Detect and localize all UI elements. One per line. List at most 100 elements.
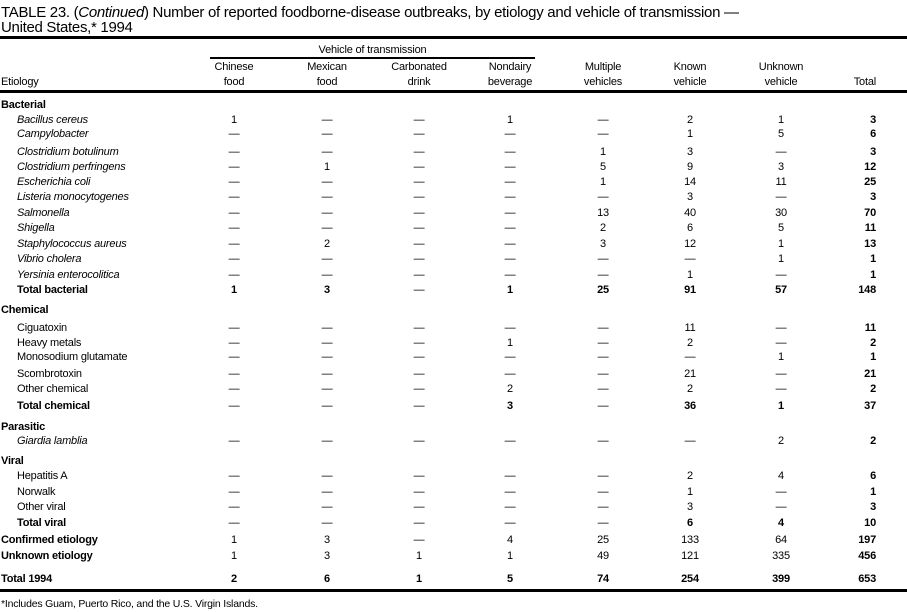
table-row: Staphylococcus aureus — 2 — — 3 12 1 13: [0, 238, 907, 252]
cell-value: 21: [864, 368, 876, 380]
cell-value: 3: [507, 400, 513, 412]
cell-value: —: [597, 191, 609, 203]
cell-value: —: [228, 269, 240, 281]
section-header-row: Chemical: [0, 304, 907, 318]
cell-value: —: [413, 486, 425, 498]
row-label: Staphylococcus aureus: [17, 238, 127, 250]
table-row: Yersinia enterocolitica — — — — — 1 — 1: [0, 269, 907, 283]
cell-value: —: [228, 383, 240, 395]
cell-value: 1: [507, 550, 513, 562]
table-row: Heavy metals — — — 1 — 2 — 2: [0, 337, 907, 351]
column-header-line: food: [223, 76, 245, 88]
vehicle-group-label: Vehicle of transmission: [318, 44, 427, 56]
cell-value: 57: [775, 284, 787, 296]
cell-value: 6: [870, 470, 876, 482]
row-label: Yersinia enterocolitica: [17, 269, 120, 281]
cell-value: —: [228, 400, 240, 412]
section-header-row: Parasitic: [0, 421, 907, 435]
cell-value: —: [228, 222, 240, 234]
cell-value: —: [597, 322, 609, 334]
row-label: Vibrio cholera: [17, 253, 82, 265]
section-header-row: Bacterial: [0, 99, 907, 113]
cell-value: —: [504, 191, 516, 203]
cell-value: 2: [870, 435, 876, 447]
cell-value: —: [775, 501, 787, 513]
cell-value: 64: [775, 534, 787, 546]
cell-value: 2: [324, 238, 330, 250]
cell-value: 1: [687, 486, 693, 498]
cell-value: 1: [778, 114, 784, 126]
cell-value: 3: [870, 146, 876, 158]
cell-value: —: [228, 501, 240, 513]
cell-value: 1: [507, 114, 513, 126]
cell-value: —: [413, 191, 425, 203]
cell-value: 5: [507, 573, 513, 585]
cell-value: —: [504, 470, 516, 482]
cell-value: 12: [684, 238, 696, 250]
cell-value: —: [228, 435, 240, 447]
table-row: Total chemical — — — 3 — 36 1 37: [0, 400, 907, 414]
cell-value: —: [504, 322, 516, 334]
cell-value: —: [228, 128, 240, 140]
cell-value: —: [413, 337, 425, 349]
cell-value: —: [413, 114, 425, 126]
cell-value: —: [228, 191, 240, 203]
cell-value: —: [321, 486, 333, 498]
cell-value: —: [413, 253, 425, 265]
table-row: Unknown etiology 1 3 1 1 49 121 335 456: [0, 550, 907, 564]
cell-value: —: [775, 486, 787, 498]
row-label: Salmonella: [17, 207, 70, 219]
cell-value: —: [413, 238, 425, 250]
cell-value: 10: [864, 517, 876, 529]
cell-value: —: [775, 269, 787, 281]
table-row: Scombrotoxin — — — — — 21 — 21: [0, 368, 907, 382]
cell-value: —: [775, 191, 787, 203]
cell-value: —: [321, 146, 333, 158]
cell-value: —: [321, 501, 333, 513]
cell-value: 1: [600, 146, 606, 158]
cell-value: —: [684, 435, 696, 447]
cell-value: 1: [416, 550, 422, 562]
cell-value: 1: [231, 284, 237, 296]
cell-value: 2: [687, 470, 693, 482]
cell-value: 3: [870, 191, 876, 203]
cell-value: —: [504, 351, 516, 363]
cell-value: 49: [597, 550, 609, 562]
cell-value: 36: [684, 400, 696, 412]
cell-value: —: [597, 400, 609, 412]
cell-value: —: [413, 400, 425, 412]
cell-value: 399: [772, 573, 790, 585]
cell-value: 1: [687, 269, 693, 281]
column-header-line: beverage: [487, 76, 533, 88]
cell-value: —: [228, 207, 240, 219]
cell-value: —: [504, 222, 516, 234]
row-label: Heavy metals: [17, 337, 82, 349]
cell-value: 1: [231, 534, 237, 546]
cell-value: 74: [597, 573, 609, 585]
cell-value: —: [684, 351, 696, 363]
cell-value: 25: [597, 284, 609, 296]
cell-value: —: [504, 128, 516, 140]
cell-value: —: [684, 253, 696, 265]
cell-value: 2: [231, 573, 237, 585]
table-row: Bacillus cereus 1 — — 1 — 2 1 3: [0, 114, 907, 128]
cell-value: 3: [600, 238, 606, 250]
cell-value: —: [321, 269, 333, 281]
cell-value: 335: [772, 550, 790, 562]
table-row: Escherichia coli — — — — 1 14 11 25: [0, 176, 907, 190]
cell-value: 1: [870, 269, 876, 281]
cell-value: 3: [778, 161, 784, 173]
cell-value: —: [597, 501, 609, 513]
cell-value: —: [775, 146, 787, 158]
cell-value: —: [504, 238, 516, 250]
cell-value: 25: [864, 176, 876, 188]
cell-value: —: [413, 517, 425, 529]
row-label: Hepatitis A: [17, 470, 68, 482]
cell-value: —: [504, 269, 516, 281]
row-label: Giardia lamblia: [17, 435, 88, 447]
cell-value: 1: [870, 253, 876, 265]
table-row: Hepatitis A — — — — — 2 4 6: [0, 470, 907, 484]
cell-value: —: [597, 470, 609, 482]
row-label: Total chemical: [17, 400, 90, 412]
cell-value: —: [321, 383, 333, 395]
